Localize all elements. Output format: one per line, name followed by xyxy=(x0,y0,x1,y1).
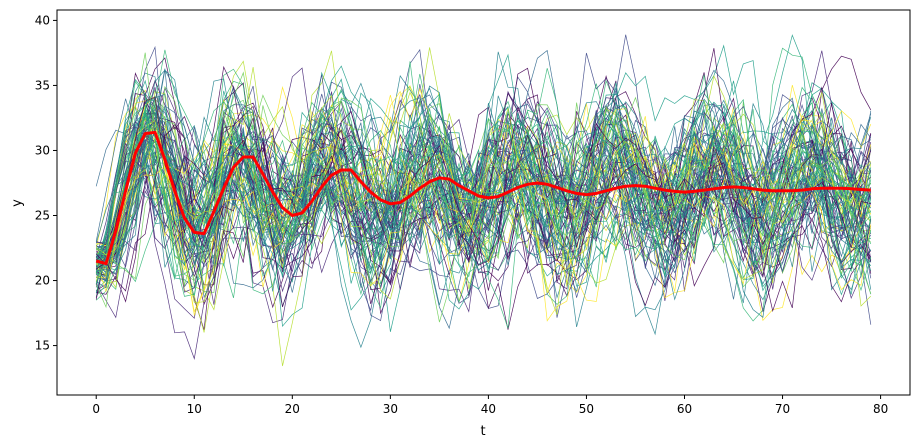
trace-line xyxy=(95,66,872,300)
traces-group xyxy=(95,34,872,367)
trace-line xyxy=(96,108,872,299)
plot-frame xyxy=(56,9,911,396)
trace-line xyxy=(95,68,872,285)
trace-line xyxy=(96,85,872,322)
y-tick-label: 25 xyxy=(35,209,50,223)
x-axis: 0 10 20 30 40 50 60 70 80 xyxy=(92,395,888,416)
x-tick-label: 80 xyxy=(873,402,888,416)
trace-line xyxy=(96,48,872,264)
mean-line xyxy=(95,130,871,266)
trace-line xyxy=(95,74,872,304)
x-tick-label: 60 xyxy=(677,402,692,416)
y-tick-label: 40 xyxy=(35,13,50,27)
y-axis-label: y xyxy=(10,199,25,207)
y-tick-label: 20 xyxy=(35,274,50,288)
trace-line xyxy=(96,69,872,327)
trace-line xyxy=(95,110,872,322)
trace-line xyxy=(95,52,872,323)
trace-line xyxy=(96,96,872,322)
x-tick-label: 10 xyxy=(187,402,202,416)
y-tick-label: 30 xyxy=(35,143,50,157)
trace-line xyxy=(96,68,872,304)
trace-line xyxy=(95,99,872,289)
trace-line xyxy=(96,68,872,299)
x-tick-label: 20 xyxy=(285,402,300,416)
trace-line xyxy=(95,95,872,315)
trace-line xyxy=(95,78,872,311)
x-tick-label: 0 xyxy=(92,402,100,416)
y-tick-label: 35 xyxy=(35,78,50,92)
trace-line xyxy=(95,80,872,295)
x-tick-label: 50 xyxy=(579,402,594,416)
trace-line xyxy=(95,78,872,308)
x-axis-label: t xyxy=(480,424,485,439)
trace-line xyxy=(96,87,872,305)
trace-line xyxy=(96,57,872,312)
x-tick-label: 70 xyxy=(775,402,790,416)
x-tick-label: 40 xyxy=(481,402,496,416)
trace-line xyxy=(95,106,871,313)
trace-line xyxy=(95,65,872,308)
x-tick-label: 30 xyxy=(383,402,398,416)
trace-line xyxy=(96,69,872,263)
trace-line xyxy=(95,71,872,292)
trace-line xyxy=(96,85,871,280)
trace-line xyxy=(95,110,872,313)
y-tick-label: 15 xyxy=(35,339,50,353)
trace-line xyxy=(95,79,872,282)
y-axis: 15 20 25 30 35 40 xyxy=(35,13,57,353)
mean-group xyxy=(95,130,871,266)
